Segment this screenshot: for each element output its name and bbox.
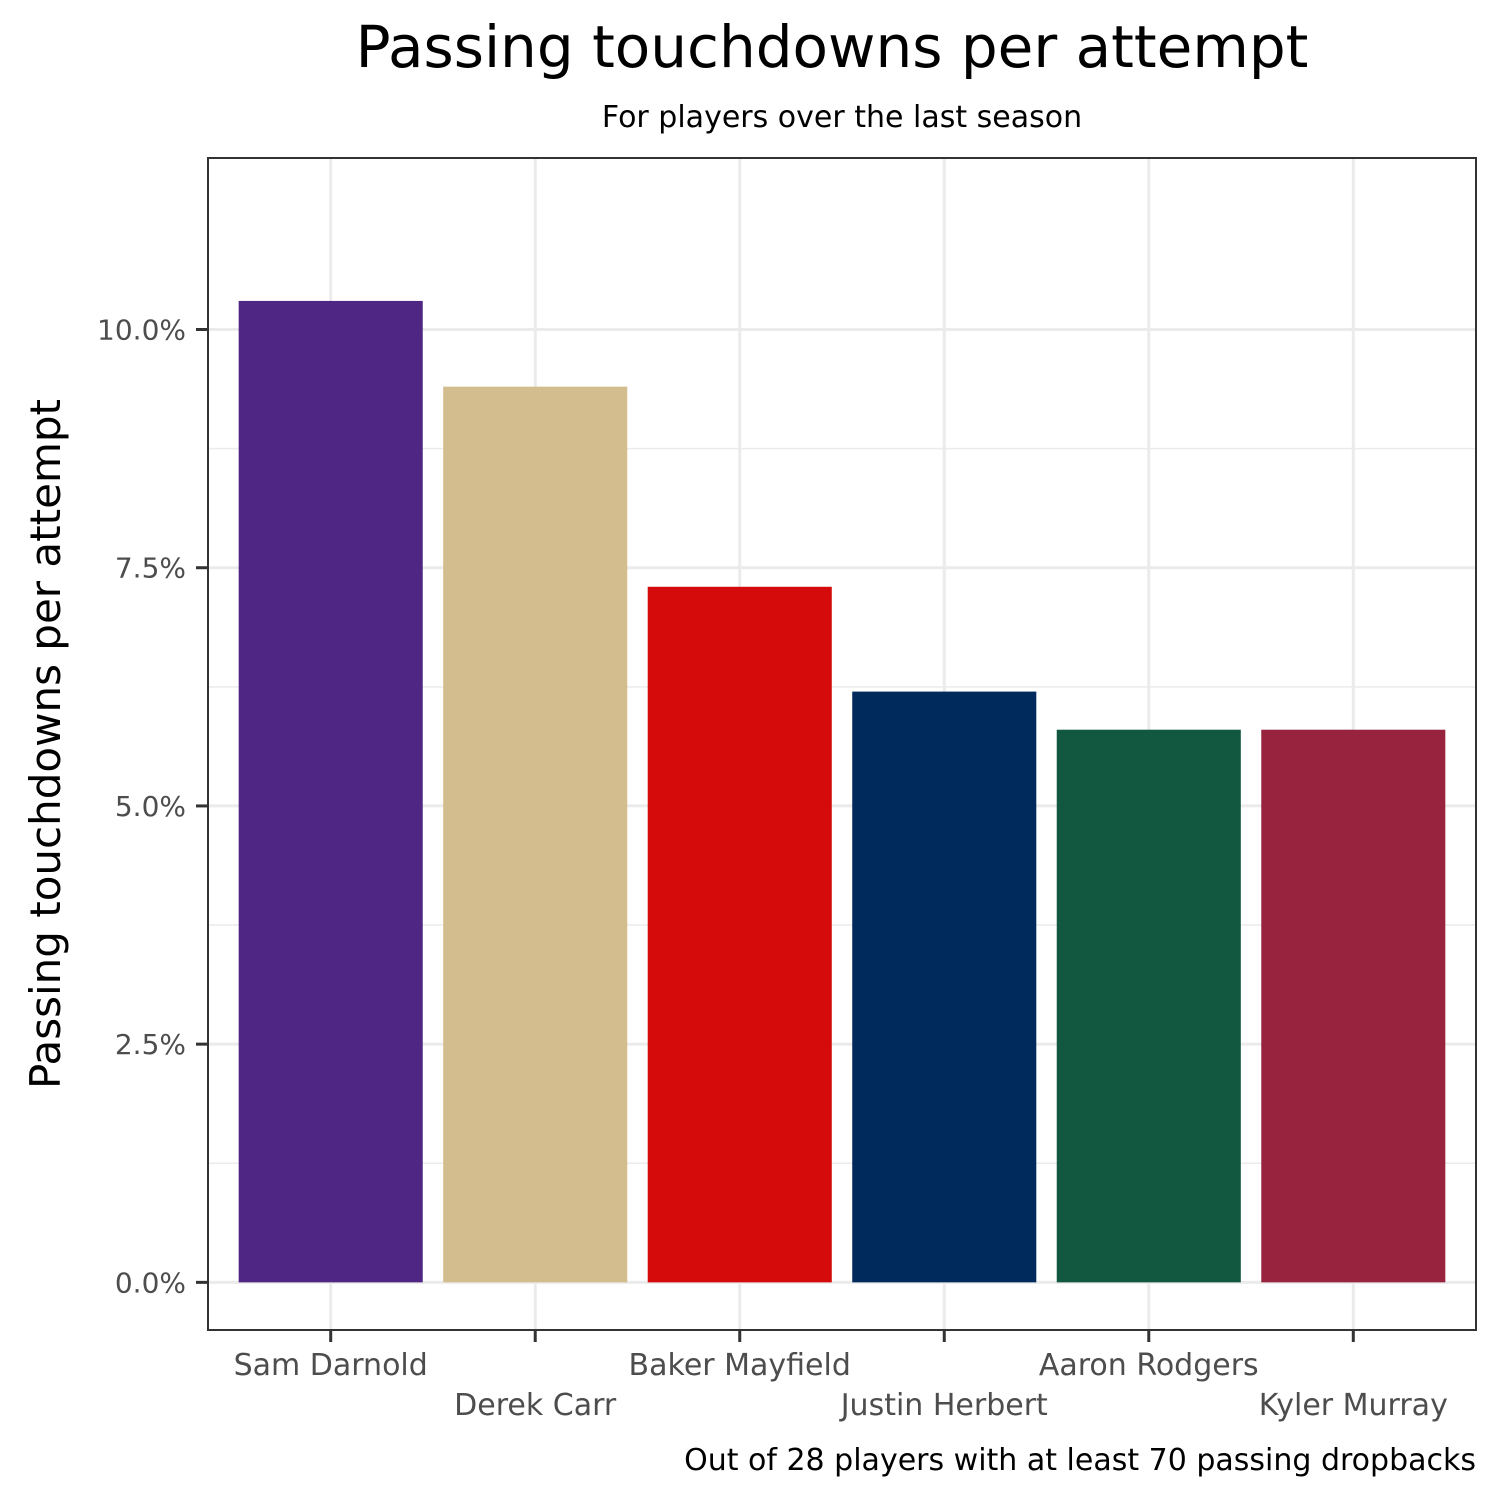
bar-sam-darnold bbox=[238, 300, 423, 1283]
bar-aaron-rodgers bbox=[1056, 729, 1241, 1283]
bar-baker-mayfield bbox=[647, 586, 832, 1283]
bar-kyler-murray bbox=[1261, 729, 1446, 1283]
y-tick-label: 0.0% bbox=[115, 1266, 186, 1299]
y-tick-label: 2.5% bbox=[115, 1028, 186, 1061]
bar-derek-carr bbox=[443, 386, 628, 1283]
bar-justin-herbert bbox=[852, 691, 1037, 1283]
chart-subtitle: For players over the last season bbox=[602, 100, 1082, 135]
x-axis: Sam Darnold Derek Carr Baker Mayfield Justi… bbox=[234, 1330, 1448, 1423]
chart-caption: Out of 28 players with at least 70 passi… bbox=[684, 1443, 1476, 1478]
y-tick-label: 7.5% bbox=[115, 552, 186, 585]
x-tick-label: Baker Mayfield bbox=[629, 1348, 851, 1383]
bars bbox=[238, 300, 1446, 1283]
y-axis: 0.0% 2.5% 5.0% 7.5% 10.0% bbox=[97, 314, 208, 1299]
x-tick-label: Derek Carr bbox=[454, 1388, 617, 1423]
chart-title: Passing touchdowns per attempt bbox=[356, 13, 1309, 81]
x-tick-label: Sam Darnold bbox=[234, 1348, 428, 1383]
y-tick-label: 5.0% bbox=[115, 790, 186, 823]
x-tick-label: Kyler Murray bbox=[1259, 1388, 1448, 1423]
x-tick-label: Justin Herbert bbox=[839, 1388, 1048, 1423]
y-tick-label: 10.0% bbox=[97, 314, 186, 347]
y-axis-title: Passing touchdowns per attempt bbox=[21, 399, 70, 1089]
panel-border bbox=[207, 157, 1477, 1331]
x-tick-label: Aaron Rodgers bbox=[1039, 1348, 1259, 1383]
